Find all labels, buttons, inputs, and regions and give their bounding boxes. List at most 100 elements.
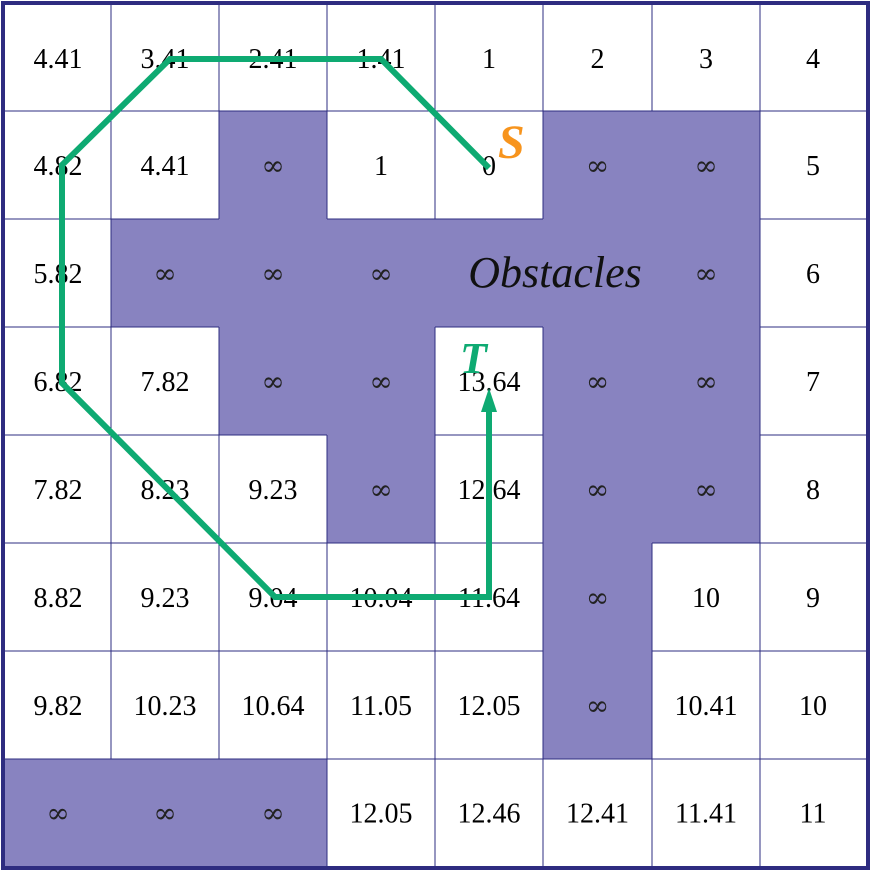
grid-cell: 10.23 [111,651,219,759]
infinity-value: ∞ [586,689,609,722]
free-cell-bg [5,543,111,651]
grid-cell: 4 [760,5,866,111]
free-cell-bg [652,5,760,111]
free-cell-bg [219,435,327,543]
grid-cell: 6 [760,219,866,327]
obstacle-cell-bg [652,327,760,435]
free-cell-bg [5,651,111,759]
cell-value: 6 [806,259,820,290]
grid-cell: 12.41 [543,759,652,866]
grid-cell: ∞ [219,759,327,866]
infinity-value: ∞ [369,257,392,290]
grid-cell: 9.23 [111,543,219,651]
grid-cell: ∞ [652,327,760,435]
infinity-value: ∞ [369,365,392,398]
grid-cell: ∞ [219,327,327,435]
free-cell-bg [543,759,652,866]
free-cell-bg [760,5,866,111]
free-cell-bg [760,327,866,435]
cell-value: 8.82 [34,583,83,614]
infinity-value: ∞ [586,149,609,182]
infinity-value: ∞ [694,149,717,182]
free-cell-bg [5,435,111,543]
free-cell-bg [760,435,866,543]
grid-cell: 11 [760,759,866,866]
grid-cell: 1 [435,5,543,111]
grid-cell: 11.41 [652,759,760,866]
cell-value: 7.82 [141,367,190,398]
grid-cell: 9.23 [219,435,327,543]
free-cell-bg [652,759,760,866]
grid-cell: ∞ [652,111,760,219]
grid-cell: 9.82 [5,651,111,759]
grid-cell: ∞ [327,327,435,435]
grid-cell: 1 [327,111,435,219]
obstacle-cell-bg [543,327,652,435]
cell-value: 12.05 [458,691,521,722]
grid-cell: ∞ [111,219,219,327]
infinity-value: ∞ [369,473,392,506]
grid-cell: ∞ [219,111,327,219]
cell-value: 10.64 [242,691,305,722]
obstacle-cell-bg [5,759,111,866]
grid-cell: 2 [543,5,652,111]
infinity-value: ∞ [694,365,717,398]
free-cell-bg [435,759,543,866]
free-cell-bg [327,111,435,219]
obstacles-label: Obstacles [468,248,642,297]
obstacle-cell-bg [111,219,219,327]
infinity-value: ∞ [261,797,284,830]
cell-value: 4.41 [141,151,190,182]
infinity-value: ∞ [694,257,717,290]
obstacle-cell-bg [219,759,327,866]
free-cell-bg [111,327,219,435]
free-cell-bg [760,543,866,651]
grid-cell: 10 [652,543,760,651]
free-cell-bg [760,759,866,866]
grid-cell: ∞ [652,219,760,327]
path-layer [59,56,497,600]
grid-cell: 5 [760,111,866,219]
cell-value: 1 [482,44,496,75]
cell-value: 4.41 [34,44,83,75]
infinity-value: ∞ [586,581,609,614]
free-cell-bg [760,651,866,759]
path-arrowhead [481,388,497,412]
free-cell-bg [111,543,219,651]
grid-cell: ∞ [543,111,652,219]
free-cell-bg [435,5,543,111]
grid-cell: 7.82 [111,327,219,435]
obstacle-cell-bg [327,219,435,327]
grid-cell: ∞ [543,651,652,759]
grid-cell: ∞ [543,327,652,435]
free-cell-bg [111,111,219,219]
grid-cell: 11.05 [327,651,435,759]
grid-cell: 12.46 [435,759,543,866]
free-cell-bg [652,651,760,759]
cell-value: 9.23 [249,475,298,506]
obstacle-cell-bg [543,219,652,327]
cell-value: 7.82 [34,475,83,506]
cell-value: 10 [799,691,827,722]
infinity-value: ∞ [261,257,284,290]
cell-value: 3 [699,44,713,75]
free-cell-bg [5,219,111,327]
free-cell-bg [327,759,435,866]
grid-cell: ∞ [5,759,111,866]
cell-value: 5 [806,151,820,182]
free-cell-bg [5,111,111,219]
free-cell-bg [760,111,866,219]
cell-value: 1 [374,151,388,182]
grid-cell: ∞ [543,543,652,651]
target-marker-label: T [460,334,489,383]
obstacle-cell-bg [652,435,760,543]
cell-value: 10.23 [134,691,197,722]
cell-value: 12.05 [350,799,413,830]
infinity-value: ∞ [261,149,284,182]
grid-cell: 8 [760,435,866,543]
grid-cell [435,219,543,327]
obstacle-cell-bg [652,219,760,327]
grid-cell: ∞ [111,759,219,866]
